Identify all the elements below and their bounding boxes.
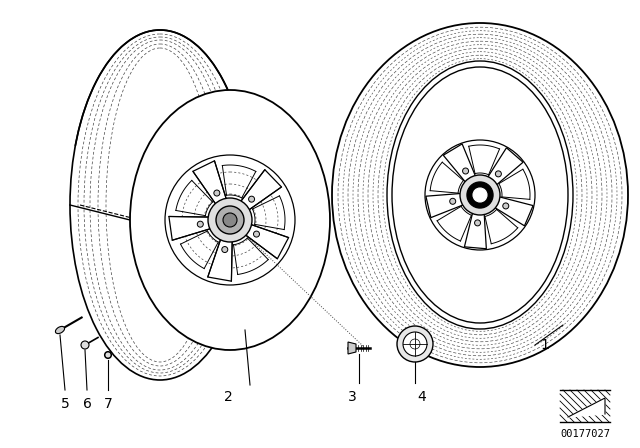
Text: 2: 2 (223, 390, 232, 404)
Ellipse shape (474, 220, 481, 226)
Polygon shape (237, 170, 282, 213)
Polygon shape (465, 207, 486, 249)
Polygon shape (193, 161, 228, 209)
Ellipse shape (214, 190, 220, 196)
Polygon shape (484, 148, 523, 189)
Ellipse shape (130, 90, 330, 350)
Ellipse shape (503, 203, 509, 209)
Ellipse shape (56, 327, 65, 334)
Text: 00177027: 00177027 (560, 429, 610, 439)
Polygon shape (444, 144, 477, 186)
Ellipse shape (248, 196, 255, 202)
Polygon shape (208, 234, 232, 281)
Polygon shape (348, 342, 356, 354)
Ellipse shape (253, 231, 259, 237)
Polygon shape (568, 398, 605, 417)
Ellipse shape (495, 171, 501, 177)
Ellipse shape (397, 326, 433, 362)
Ellipse shape (403, 332, 427, 356)
Ellipse shape (208, 198, 252, 242)
Ellipse shape (81, 341, 89, 349)
Ellipse shape (460, 175, 500, 215)
Ellipse shape (463, 168, 468, 174)
Polygon shape (490, 195, 533, 226)
Ellipse shape (222, 246, 228, 253)
Text: 4: 4 (418, 390, 426, 404)
Ellipse shape (216, 206, 244, 234)
Polygon shape (426, 193, 468, 218)
Ellipse shape (392, 67, 568, 323)
Text: 5: 5 (61, 397, 69, 411)
Polygon shape (169, 216, 216, 240)
Text: 6: 6 (83, 397, 92, 411)
Text: 7: 7 (104, 397, 113, 411)
Polygon shape (241, 223, 289, 259)
Ellipse shape (197, 221, 204, 227)
Polygon shape (560, 390, 610, 422)
Ellipse shape (104, 352, 111, 358)
Ellipse shape (467, 182, 493, 208)
Ellipse shape (473, 188, 487, 202)
Ellipse shape (223, 213, 237, 227)
Text: 1: 1 (540, 338, 549, 352)
Ellipse shape (450, 198, 456, 204)
Text: 3: 3 (348, 390, 356, 404)
